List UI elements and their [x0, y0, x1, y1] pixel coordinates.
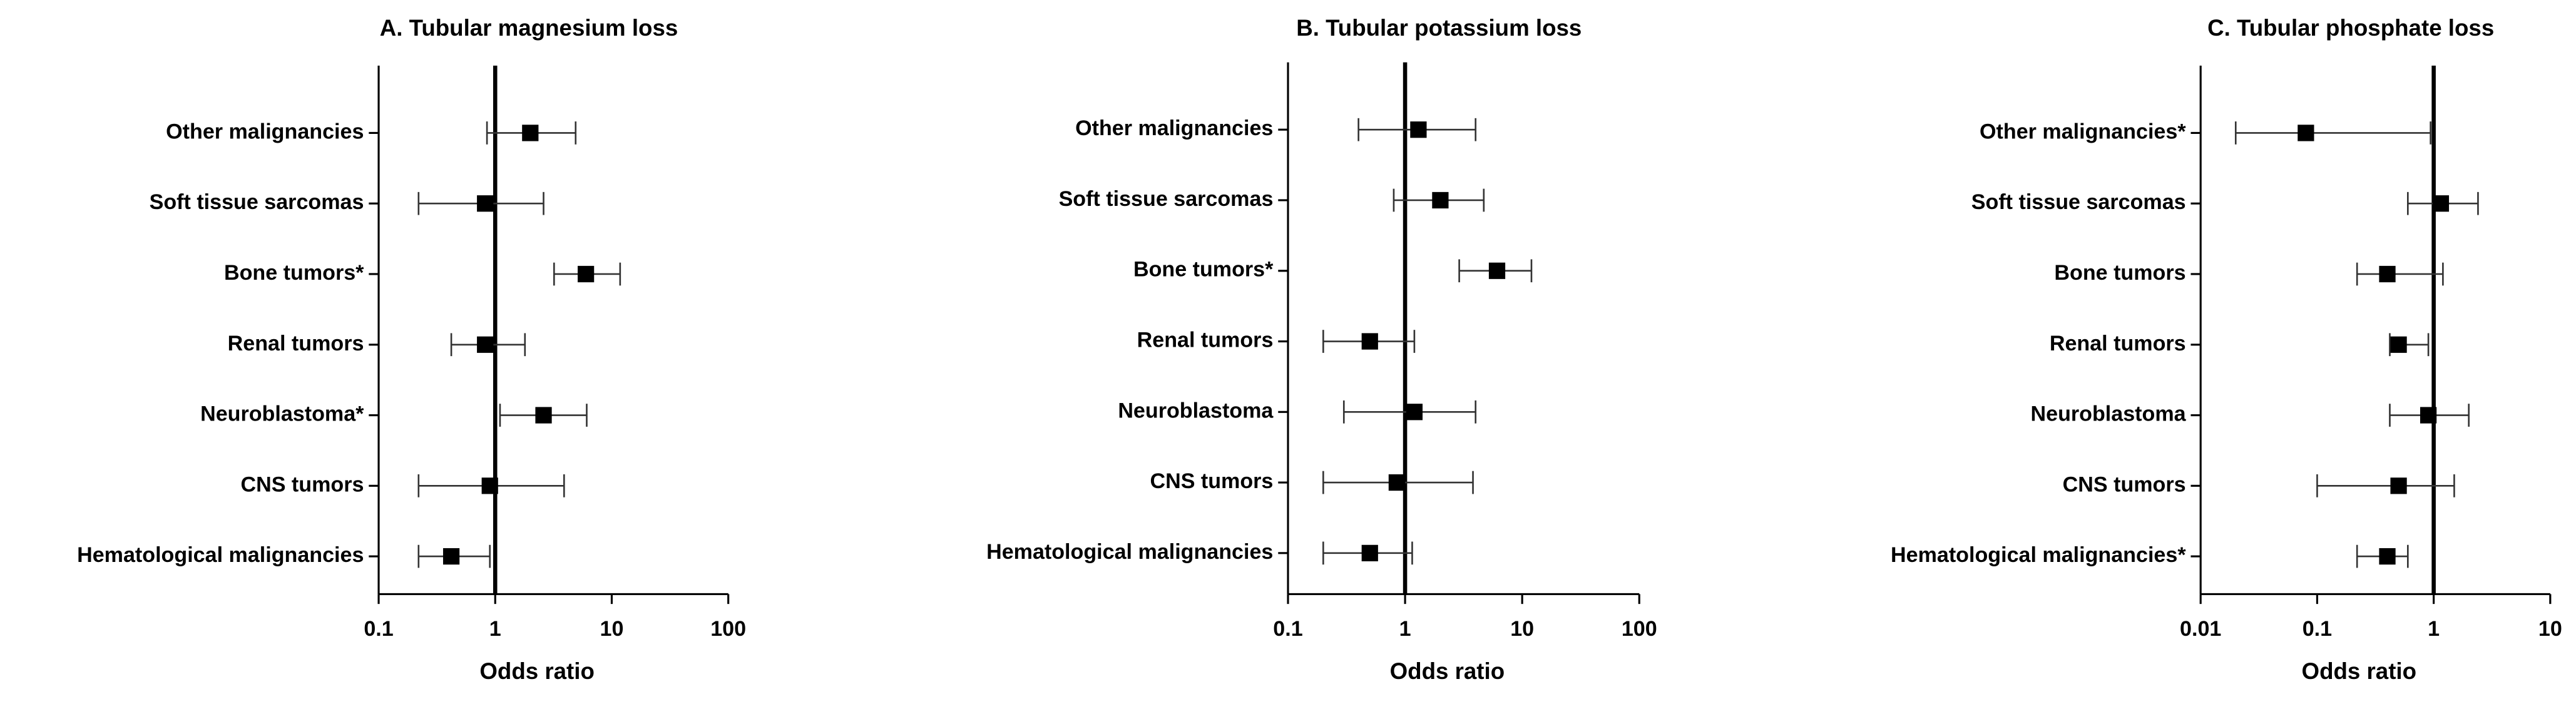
y-tick-label: CNS tumors: [241, 472, 364, 496]
y-tick-label: CNS tumors: [1150, 469, 1273, 493]
y-tick-label: Bone tumors*: [224, 261, 364, 285]
x-tick-label: 1: [2428, 617, 2440, 641]
y-tick-label: Soft tissue sarcomas: [150, 190, 364, 214]
x-tick-label: 10: [2538, 617, 2562, 641]
point-estimate: [2379, 265, 2396, 283]
x-axis-label: Odds ratio: [2302, 658, 2417, 684]
x-tick-label: 0.1: [364, 617, 393, 641]
point-estimate: [2432, 195, 2450, 212]
x-tick-label: 0.1: [1273, 617, 1302, 641]
y-tick-label: Hematological malignancies*: [1891, 543, 2186, 567]
point-estimate: [1410, 121, 1427, 138]
point-estimate: [535, 407, 552, 424]
y-tick-label: Hematological malignancies: [986, 540, 1273, 564]
point-estimate: [1488, 262, 1506, 279]
x-tick-label: 0.1: [2303, 617, 2332, 641]
point-estimate: [1406, 404, 1423, 421]
y-tick-label: Other malignancies: [1075, 116, 1273, 140]
y-tick-label: Bone tumors*: [1133, 258, 1274, 282]
point-estimate: [1361, 544, 1378, 561]
y-tick-label: Bone tumors: [2054, 261, 2185, 285]
point-estimate: [477, 195, 494, 212]
point-estimate: [477, 336, 494, 353]
x-tick-label: 100: [710, 617, 746, 641]
point-estimate: [2390, 477, 2407, 494]
y-tick-label: Hematological malignancies: [77, 543, 364, 567]
x-tick-label: 10: [1510, 617, 1534, 641]
point-estimate: [442, 548, 460, 565]
y-tick-label: Neuroblastoma: [2031, 402, 2187, 426]
point-estimate: [2420, 407, 2437, 424]
y-tick-label: Neuroblastoma*: [200, 402, 364, 426]
y-tick-label: Renal tumors: [2050, 332, 2186, 355]
x-tick-label: 0.01: [2180, 617, 2221, 641]
panel-title: C. Tubular phosphate loss: [2207, 15, 2494, 41]
y-tick-label: CNS tumors: [2063, 472, 2186, 496]
y-tick-label: Soft tissue sarcomas: [1059, 187, 1274, 211]
point-estimate: [1432, 191, 1449, 209]
x-tick-label: 1: [489, 617, 501, 641]
x-tick-label: 10: [600, 617, 624, 641]
point-estimate: [1361, 333, 1378, 350]
y-tick-label: Other malignancies: [166, 120, 364, 143]
point-estimate: [481, 477, 498, 494]
y-tick-label: Other malignancies*: [1980, 120, 2186, 143]
y-tick-label: Soft tissue sarcomas: [1971, 190, 2186, 214]
y-tick-label: Neuroblastoma: [1118, 399, 1274, 422]
point-estimate: [1388, 474, 1405, 491]
x-axis-label: Odds ratio: [1390, 658, 1505, 684]
panel-title: A. Tubular magnesium loss: [380, 15, 678, 41]
y-tick-label: Renal tumors: [1137, 329, 1274, 352]
point-estimate: [2390, 336, 2407, 353]
y-tick-label: Renal tumors: [228, 332, 364, 355]
point-estimate: [578, 265, 595, 283]
point-estimate: [2297, 125, 2314, 141]
panel-title: B. Tubular potassium loss: [1296, 15, 1582, 41]
x-tick-label: 1: [1399, 617, 1411, 641]
x-tick-label: 100: [1622, 617, 1657, 641]
point-estimate: [2379, 548, 2396, 565]
point-estimate: [522, 125, 539, 141]
x-axis-label: Odds ratio: [479, 658, 595, 684]
